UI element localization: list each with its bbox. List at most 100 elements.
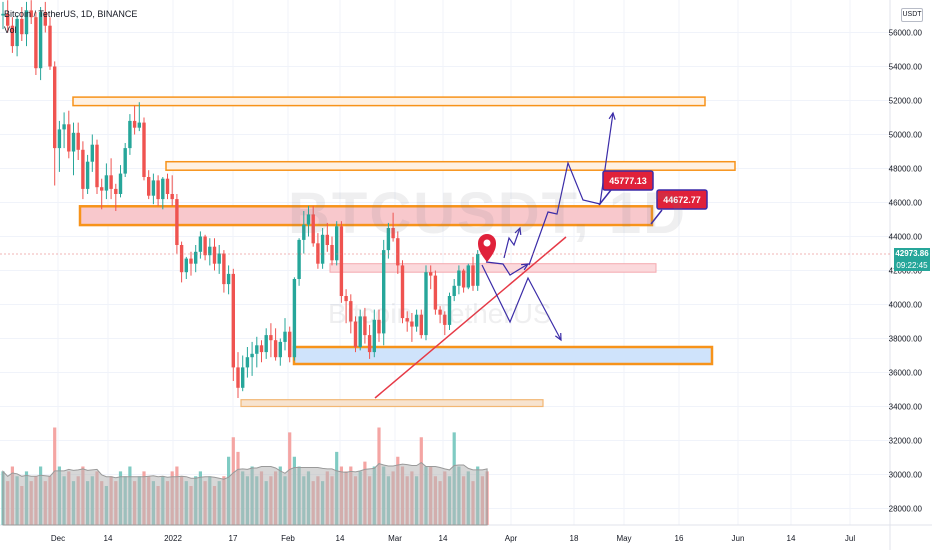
candle — [184, 256, 188, 279]
candle — [259, 340, 264, 363]
candle — [306, 205, 311, 237]
price-tick-label: 52000.00 — [889, 97, 923, 106]
candle — [48, 17, 52, 70]
candle — [71, 122, 76, 176]
candle — [67, 110, 71, 159]
candle — [231, 268, 235, 381]
candle — [137, 102, 141, 132]
time-tick-label: 14 — [787, 534, 796, 543]
candle — [297, 238, 301, 286]
candle — [278, 338, 282, 366]
candle — [311, 205, 315, 247]
time-tick-label: 17 — [229, 534, 238, 543]
candle — [433, 270, 438, 315]
candle — [466, 263, 470, 290]
candle — [405, 311, 409, 332]
price-tick-label: 48000.00 — [889, 165, 923, 174]
candle — [330, 236, 334, 266]
candle — [288, 326, 292, 363]
rising-trendline — [374, 236, 567, 399]
candle — [43, 1, 47, 33]
callout-44672: 44672.77 — [650, 189, 708, 225]
candle — [189, 251, 193, 276]
candle — [151, 173, 156, 205]
candle — [476, 250, 480, 291]
time-tick-label: Jul — [845, 534, 855, 543]
candle — [15, 15, 19, 57]
currency-button[interactable]: USDT — [901, 8, 923, 22]
candle — [142, 117, 146, 181]
symbol-title[interactable]: Bitcoin / TetherUS, 1D, BINANCE — [4, 9, 138, 19]
candle — [358, 309, 362, 351]
candle — [95, 139, 99, 194]
price-tick-label: 40000.00 — [889, 301, 923, 310]
price-tick-label: 36000.00 — [889, 369, 923, 378]
time-tick-label: Mar — [388, 534, 402, 543]
candle — [255, 336, 259, 368]
candle — [339, 221, 344, 303]
candle — [76, 122, 80, 160]
price-tick-label: 44000.00 — [889, 233, 923, 242]
time-tick-label: 18 — [570, 534, 579, 543]
time-tick-label: 14 — [336, 534, 345, 543]
time-tick-label: 16 — [675, 534, 684, 543]
candle — [29, 0, 33, 24]
price-tick-label: 50000.00 — [889, 131, 923, 140]
zone-supply — [78, 205, 654, 227]
candle — [175, 194, 179, 254]
candle — [320, 228, 325, 269]
candle — [316, 233, 320, 269]
price-tick-label: 34000.00 — [889, 403, 923, 412]
price-tick-label: 54000.00 — [889, 63, 923, 72]
candle — [419, 309, 423, 339]
time-axis[interactable]: Dec 14 2022 17 Feb 14 Mar 14 Apr 18 May 16 Jun 14 Jul — [51, 534, 855, 543]
candle — [429, 265, 433, 290]
candle — [452, 279, 456, 302]
time-tick-label: Apr — [505, 534, 518, 543]
candle — [156, 175, 160, 206]
callout-label-low: 44672.77 — [663, 195, 701, 205]
price-tick-label: 28000.00 — [889, 505, 923, 514]
callout-label-high: 45777.13 — [609, 176, 647, 186]
candle — [457, 265, 461, 295]
candle — [414, 309, 419, 332]
candle — [222, 250, 226, 293]
volume-indicator-label[interactable]: Vol — [4, 25, 17, 35]
candle — [424, 265, 428, 341]
price-tick-label: 32000.00 — [889, 437, 923, 446]
candle — [344, 289, 348, 324]
candle — [194, 245, 198, 273]
candle — [353, 316, 358, 353]
time-tick-label: Feb — [281, 534, 295, 543]
candle — [128, 114, 132, 155]
price-tick-label: 30000.00 — [889, 471, 923, 480]
time-tick-label: May — [616, 534, 631, 543]
candle — [438, 306, 442, 324]
candle — [443, 311, 447, 336]
bar-countdown-label: 09:22:45 — [894, 260, 930, 271]
candle — [372, 309, 376, 358]
zone-pivot — [329, 263, 657, 273]
candle — [461, 268, 466, 293]
candle — [38, 7, 43, 81]
price-axis[interactable]: 28000.00 30000.00 32000.00 34000.00 36000.00… — [889, 29, 923, 514]
time-tick-label: 2022 — [164, 534, 182, 543]
candle — [147, 170, 151, 200]
candle — [292, 277, 297, 361]
candle — [24, 1, 29, 47]
zone-resistance — [72, 96, 706, 107]
time-tick-label: Jun — [732, 534, 745, 543]
candle — [118, 165, 123, 198]
candle — [161, 177, 165, 210]
zone-resistance — [165, 160, 736, 171]
price-tick-label: 42000.00 — [889, 267, 923, 276]
candle — [62, 112, 66, 149]
volume-moving-average — [2, 461, 488, 526]
candle — [391, 212, 395, 242]
candle — [400, 260, 405, 324]
candle — [10, 17, 15, 53]
candle — [363, 307, 367, 344]
candle — [198, 231, 203, 259]
